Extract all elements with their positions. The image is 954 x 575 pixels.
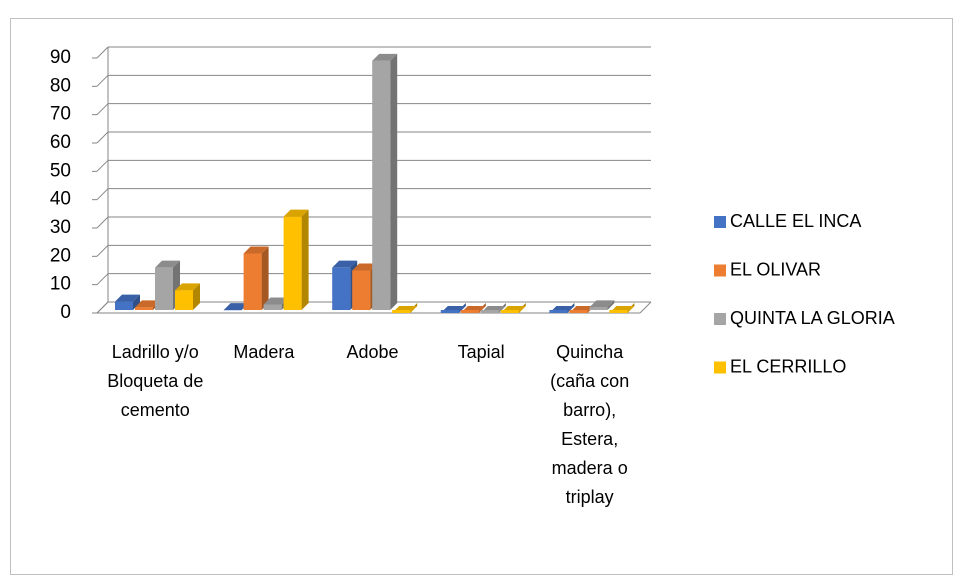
bar-top: [155, 260, 180, 268]
bar-top: [135, 300, 160, 308]
bar: [243, 253, 262, 310]
grid-line: [96, 103, 109, 116]
bar: [392, 310, 411, 313]
bar: [155, 267, 173, 310]
y-tick-label: 40: [50, 189, 71, 210]
bar-side: [301, 209, 309, 310]
grid-line: [96, 46, 109, 59]
x-tick-label: Tapial: [457, 342, 505, 362]
floor-edge: [639, 301, 652, 314]
grid-line: [96, 159, 109, 172]
bar-side: [133, 294, 140, 310]
y-tick-label: 70: [50, 104, 71, 125]
grid-line: [96, 273, 109, 286]
grid-line: [96, 131, 109, 144]
bar-top: [589, 300, 615, 308]
bar: [589, 307, 608, 310]
legend-swatch: [714, 361, 726, 374]
legend-label: CALLE EL INCA: [730, 211, 861, 231]
grid-line: [96, 188, 109, 201]
bar-side: [390, 53, 398, 310]
y-tick-label: 80: [50, 75, 71, 96]
bar: [480, 310, 499, 313]
x-tick-label: Ladrillo y/o Bloqueta de cemento: [107, 342, 204, 420]
grid-line: [96, 216, 109, 229]
bar-side: [607, 300, 615, 310]
x-tick-label: Madera: [233, 342, 295, 362]
bar-top: [115, 294, 140, 302]
bar: [372, 60, 391, 311]
bar: [135, 307, 153, 310]
grid-line: [96, 244, 109, 257]
bar-top: [332, 260, 358, 268]
x-tick-label: Quincha (caña con barro), Estera, madera…: [550, 342, 630, 507]
bar-top: [223, 303, 249, 311]
bar-side: [261, 246, 269, 310]
bar: [609, 310, 628, 313]
bar: [263, 304, 282, 310]
bar-side: [193, 283, 200, 310]
grid-line: [96, 74, 109, 87]
bar: [569, 310, 588, 313]
y-tick-label: 10: [50, 274, 71, 295]
y-tick-label: 60: [50, 132, 71, 153]
grid-line: [96, 301, 109, 314]
y-tick-label: 90: [50, 47, 71, 68]
bar: [283, 216, 302, 310]
bar: [549, 310, 568, 313]
y-tick-label: 20: [50, 245, 71, 266]
bar: [332, 267, 351, 310]
y-tick-label: 0: [60, 302, 71, 323]
legend-label: EL OLIVAR: [730, 259, 821, 279]
bar: [115, 301, 133, 310]
bar-top: [283, 209, 309, 217]
bar-top: [175, 283, 200, 291]
legend-swatch: [714, 216, 726, 228]
legend-label: QUINTA LA GLORIA: [730, 308, 895, 328]
y-tick-label: 50: [50, 160, 71, 181]
bar: [352, 270, 371, 310]
bar: [440, 310, 459, 313]
x-tick-label: Adobe: [346, 342, 399, 362]
chart-frame: [10, 18, 953, 575]
y-tick-label: 30: [50, 217, 71, 238]
legend-swatch: [714, 264, 726, 277]
bar: [500, 310, 519, 313]
bar-top: [372, 53, 398, 61]
bar-top: [243, 246, 269, 254]
bar-top: [263, 297, 289, 305]
legend-label: EL CERRILLO: [730, 356, 846, 376]
bar: [460, 310, 479, 313]
bar-top: [352, 263, 378, 271]
bar: [175, 290, 193, 310]
legend-swatch: [714, 313, 726, 325]
